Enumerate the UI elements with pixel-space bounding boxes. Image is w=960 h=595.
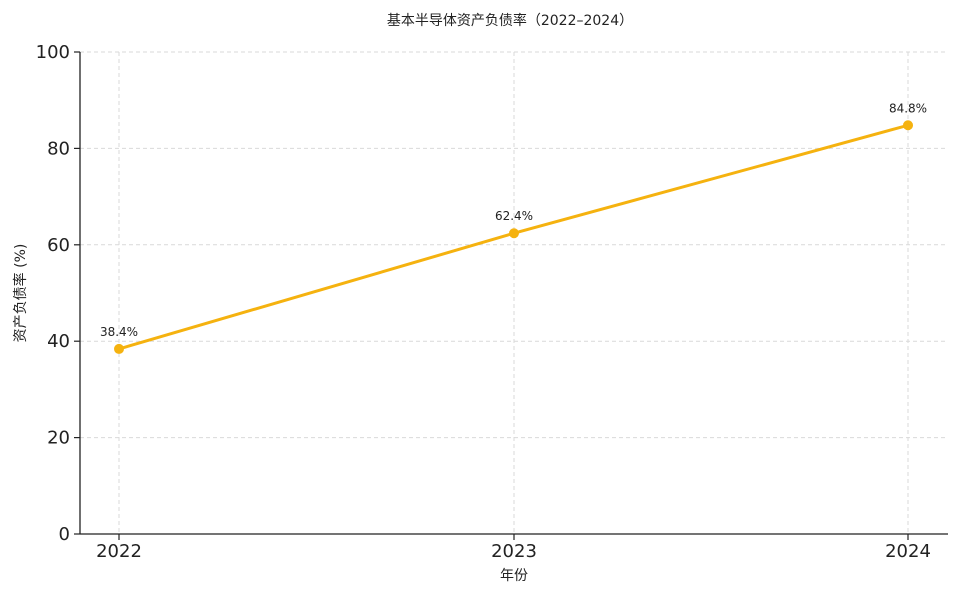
x-tick-label: 2023	[491, 541, 537, 562]
y-axis-label: 资产负债率 (%)	[12, 244, 29, 343]
y-tick-label: 40	[47, 331, 70, 352]
y-tick-label: 60	[47, 235, 70, 256]
y-tick-label: 80	[47, 138, 70, 159]
gridlines	[80, 51, 948, 534]
x-ticks: 2022 2023 2024	[96, 534, 931, 562]
chart-title: 基本半导体资产负债率（2022–2024）	[387, 12, 633, 29]
data-label: 38.4%	[100, 325, 138, 339]
x-axis-label: 年份	[500, 568, 528, 584]
x-tick-label: 2024	[885, 541, 931, 562]
data-point	[114, 343, 124, 354]
data-point	[509, 228, 519, 239]
y-ticks: 0 20 40 60 80 100	[36, 42, 80, 545]
data-labels: 38.4% 62.4% 84.8%	[100, 101, 927, 339]
y-tick-label: 0	[59, 524, 70, 545]
data-label: 62.4%	[495, 209, 533, 223]
x-tick-label: 2022	[96, 541, 142, 562]
data-label: 84.8%	[889, 101, 927, 115]
series	[114, 120, 913, 354]
data-point	[903, 120, 913, 131]
y-tick-label: 20	[47, 428, 70, 449]
y-tick-label: 100	[36, 42, 70, 63]
